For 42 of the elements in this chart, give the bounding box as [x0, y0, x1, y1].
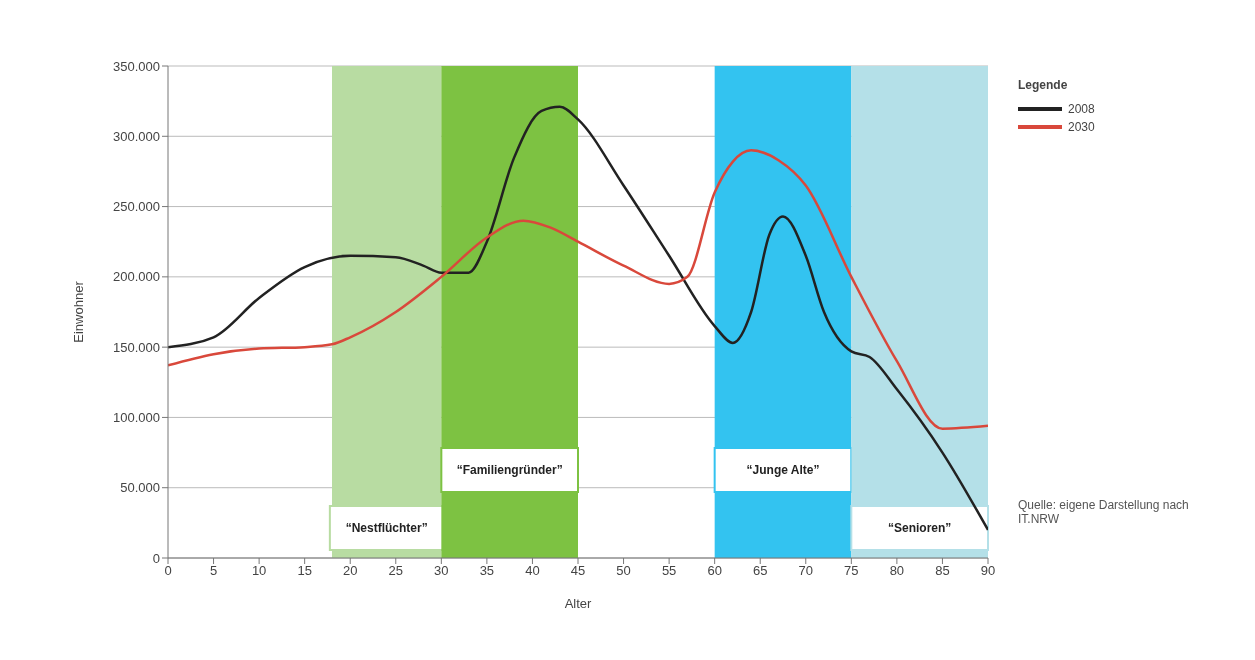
band-label: “Nestflüchter”	[345, 521, 428, 535]
y-tick-label: 350.000	[113, 58, 160, 74]
legend-label: 2030	[1068, 120, 1095, 134]
x-tick-label: 35	[479, 563, 495, 579]
legend-title: Legende	[1018, 78, 1069, 92]
y-tick-label: 250.000	[113, 199, 160, 215]
x-tick-label: 60	[707, 563, 722, 579]
x-tick-label: 75	[844, 563, 859, 579]
y-axis-title: Einwohner	[70, 280, 86, 343]
x-tick-label: 30	[434, 563, 449, 579]
legend-label: 2008	[1068, 102, 1095, 116]
source-note: Quelle: eigene Darstellung nach IT.NRW	[1018, 498, 1190, 526]
x-tick-label: 90	[980, 563, 996, 579]
x-tick-label: 15	[297, 563, 312, 579]
y-tick-label: 200.000	[113, 269, 160, 285]
line-series	[168, 105, 988, 532]
x-tick-label: 80	[889, 563, 905, 579]
x-tick-label: 70	[798, 563, 814, 579]
x-tick-label: 20	[342, 563, 358, 579]
x-tick-label: 5	[209, 563, 218, 579]
y-tick-label: 0	[152, 550, 160, 566]
band-label: “Junge Alte”	[746, 463, 820, 477]
x-tick-label: 0	[164, 563, 172, 579]
x-tick-label: 65	[752, 563, 768, 579]
line-series	[168, 149, 988, 430]
y-tick-label: 50.000	[120, 480, 160, 496]
label-frame: “Junge Alte”	[713, 447, 853, 493]
band-label: “Familiengründer”	[456, 463, 563, 477]
x-tick-label: 10	[251, 563, 267, 579]
x-axis-title: Alter	[564, 596, 593, 611]
x-tick-label: 45	[570, 563, 586, 579]
x-tick-label: 40	[525, 563, 540, 579]
x-tick-label: 25	[388, 563, 404, 579]
x-tick-label: 55	[661, 563, 677, 579]
x-tick-label: 50	[616, 563, 631, 579]
y-tick-label: 150.000	[113, 339, 160, 355]
label-frame: “Familiengründer”	[440, 447, 579, 493]
band-label: “Senioren”	[887, 521, 952, 535]
y-tick-label: 300.000	[113, 128, 160, 144]
x-tick-label: 85	[935, 563, 950, 579]
label-frame: “Senioren”	[850, 505, 989, 551]
y-tick-label: 100.000	[113, 410, 160, 426]
